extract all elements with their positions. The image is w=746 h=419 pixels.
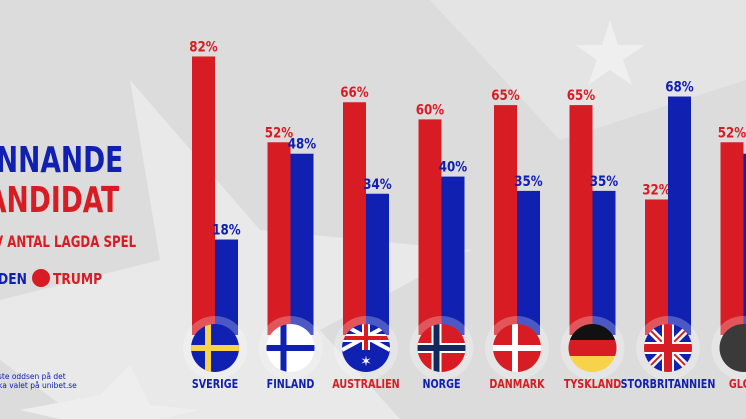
bar-den (592, 190, 616, 335)
bar-trump (418, 119, 442, 336)
category-label: FINLAND (267, 377, 315, 391)
bar-den (743, 153, 746, 335)
uk-flag-icon (644, 324, 692, 372)
category-group: 66% 34% ✶ AUSTRALIEN (332, 85, 399, 391)
data-label: 35% (514, 174, 542, 190)
data-label: 52% (265, 125, 293, 141)
category-group: 65% 35% TYSKLAND (560, 88, 625, 391)
data-label: 60% (416, 103, 444, 119)
subtitle: V ANTAL LAGDA SPEL (0, 232, 137, 251)
bar-den (215, 239, 238, 335)
bar-trump (569, 105, 593, 335)
finland-flag-icon (266, 324, 315, 372)
bar-trump (720, 142, 744, 335)
data-label: 34% (363, 177, 391, 193)
footer-line-2: ka valet på unibet.se (0, 381, 77, 390)
category-group: 82% 18% SVERIGE (183, 40, 247, 391)
bar-den (366, 193, 389, 335)
category-group: 32% 68% STORBRITANNIEN (621, 80, 716, 392)
category-label: GLOB (729, 377, 746, 391)
data-label: 66% (340, 85, 368, 101)
data-label: 18% (212, 223, 240, 239)
category-label: NORGE (422, 377, 460, 391)
data-label: 32% (642, 183, 670, 199)
data-label: 48% (288, 137, 316, 153)
data-label: 65% (491, 88, 519, 104)
denmark-flag-icon (493, 324, 541, 372)
category-label: TYSKLAND (564, 377, 621, 391)
bar-den (441, 176, 465, 335)
data-label: 40% (439, 160, 467, 176)
bar-trump (192, 56, 215, 335)
legend-biden-label: DEN (0, 270, 27, 288)
australia-flag-icon: ✶ (342, 324, 390, 372)
category-label: AUSTRALIEN (332, 377, 399, 391)
bar-trump (645, 199, 668, 335)
category-group: 52%48% FINLAND (258, 125, 323, 391)
category-label: DANMARK (489, 377, 545, 391)
title-line-1: INNANDE (0, 140, 124, 181)
category-group: 60% 40% NORGE (409, 103, 474, 391)
data-label: 68% (665, 80, 693, 96)
legend-trump-dot (32, 269, 50, 287)
data-label: 65% (567, 88, 595, 104)
germany-flag-icon (568, 324, 617, 372)
sweden-flag-icon (191, 324, 239, 372)
bar-den (517, 190, 540, 335)
bar-den (668, 96, 691, 336)
data-label: 35% (590, 174, 618, 190)
svg-text:✶: ✶ (360, 354, 372, 370)
legend-trump-label: TRUMP (53, 270, 103, 288)
category-group: 52% GLOB (711, 125, 746, 391)
title-line-2: ANDIDAT (0, 180, 120, 221)
data-label: 82% (189, 40, 217, 56)
bar-trump (343, 102, 366, 336)
bar-trump (267, 142, 291, 335)
norway-flag-icon (417, 324, 466, 372)
footer-line-1: ste oddsen på det (0, 372, 66, 381)
category-label: SVERIGE (192, 377, 238, 391)
category-label: STORBRITANNIEN (621, 377, 716, 391)
bar-den (290, 153, 314, 335)
bar-trump (494, 105, 517, 335)
category-group: 65% 35% DANMARK (485, 88, 549, 391)
data-label: 52% (718, 125, 746, 141)
